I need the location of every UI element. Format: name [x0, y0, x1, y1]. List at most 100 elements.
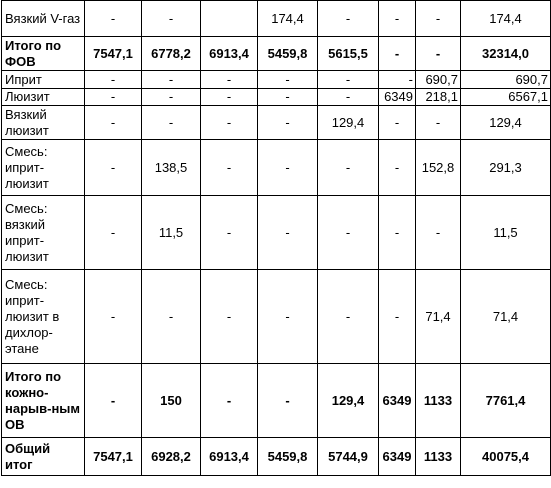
value-cell: - — [378, 36, 416, 71]
value-cell: 71,4 — [460, 269, 551, 364]
value-cell: - — [200, 195, 258, 270]
value-cell: - — [257, 88, 318, 106]
chemical-agents-table: Вязкий V-газ - -174,4- - -174,4 Итого по ФОВ 7… — [1, 0, 551, 476]
row-name-cell: Смесь: иприт-люизит — [1, 139, 85, 196]
value-cell: - — [415, 36, 461, 71]
value-cell: - — [84, 70, 142, 89]
value-cell: - — [378, 139, 416, 196]
value-cell: - — [317, 70, 379, 89]
value-cell: - — [200, 269, 258, 364]
value-cell: - — [257, 70, 318, 89]
value-cell: - — [378, 269, 416, 364]
value-cell: 690,7 — [460, 70, 551, 89]
value-cell: 129,4 — [317, 363, 379, 438]
value-cell: - — [84, 88, 142, 106]
value-cell: - — [317, 139, 379, 196]
value-cell: 7761,4 — [460, 363, 551, 438]
value-cell: - — [257, 195, 318, 270]
value-cell: 6778,2 — [141, 36, 201, 71]
table-row: Вязкий люизит - - - -129,4- -129,4 — [1, 105, 551, 140]
value-cell: - — [141, 105, 201, 140]
value-cell: - — [378, 70, 416, 89]
value-cell: - — [200, 88, 258, 106]
table-row: Смесь: иприт-люизит в дихлор-этане - - - - - -… — [1, 269, 551, 364]
row-name-cell: Люизит — [1, 88, 85, 106]
value-cell: - — [378, 105, 416, 140]
table-row: Смесь: иприт-люизит -138,5- - - -152,8 291,3 — [1, 139, 551, 196]
value-cell: 690,7 — [415, 70, 461, 89]
value-cell: - — [200, 105, 258, 140]
table-row: Итого по кожно-нарыв-ным ОВ -150- -129,4 63… — [1, 363, 551, 438]
value-cell: - — [257, 363, 318, 438]
value-cell: - — [317, 0, 379, 37]
value-cell: 129,4 — [317, 105, 379, 140]
value-cell: 218,1 — [415, 88, 461, 106]
value-cell: - — [317, 269, 379, 364]
row-name-cell: Смесь: вязкий иприт-люизит — [1, 195, 85, 270]
value-cell: - — [84, 105, 142, 140]
value-cell: 150 — [141, 363, 201, 438]
value-cell: - — [141, 88, 201, 106]
value-cell: - — [200, 363, 258, 438]
row-name-cell: Вязкий V-газ — [1, 0, 85, 37]
value-cell: - — [257, 105, 318, 140]
value-cell: - — [84, 0, 142, 37]
value-cell: - — [378, 195, 416, 270]
table-row: Смесь: вязкий иприт-люизит -11,5- - - - -11,5 — [1, 195, 551, 270]
value-cell: 129,4 — [460, 105, 551, 140]
value-cell: - — [84, 195, 142, 270]
value-cell: 5459,8 — [257, 36, 318, 71]
table-row: Иприт - - - - - -690,7 690,7 — [1, 70, 551, 89]
value-cell: - — [141, 70, 201, 89]
value-cell: - — [84, 363, 142, 438]
value-cell: 6349 — [378, 88, 416, 106]
table-row: Итого по ФОВ 7547,1 6778,2 6913,4 5459,8 5615… — [1, 36, 551, 71]
value-cell: - — [200, 70, 258, 89]
value-cell: - — [415, 105, 461, 140]
value-cell: 7547,1 — [84, 437, 142, 476]
value-cell: 7547,1 — [84, 36, 142, 71]
value-cell: 5459,8 — [257, 437, 318, 476]
table-row: Вязкий V-газ - -174,4- - -174,4 — [1, 0, 551, 37]
row-name-cell: Итого по кожно-нарыв-ным ОВ — [1, 363, 85, 438]
row-name-cell: Общий итог — [1, 437, 85, 476]
row-name-cell: Смесь: иприт-люизит в дихлор-этане — [1, 269, 85, 364]
value-cell: 6349 — [378, 363, 416, 438]
value-cell: 6913,4 — [200, 437, 258, 476]
value-cell: - — [84, 139, 142, 196]
value-cell: - — [200, 139, 258, 196]
value-cell: 5744,9 — [317, 437, 379, 476]
value-cell: - — [257, 269, 318, 364]
row-name-cell: Вязкий люизит — [1, 105, 85, 140]
value-cell: 32314,0 — [460, 36, 551, 71]
value-cell: - — [141, 0, 201, 37]
value-cell: - — [415, 0, 461, 37]
value-cell: 6567,1 — [460, 88, 551, 106]
value-cell: 11,5 — [460, 195, 551, 270]
value-cell: - — [317, 195, 379, 270]
table-row: Общий итог 7547,1 6928,2 6913,4 5459,8 5744,9… — [1, 437, 551, 476]
value-cell: - — [84, 269, 142, 364]
value-cell: - — [415, 195, 461, 270]
value-cell: 174,4 — [257, 0, 318, 37]
value-cell: 6349 — [378, 437, 416, 476]
table-body: Вязкий V-газ - -174,4- - -174,4 Итого по ФОВ 7… — [1, 0, 551, 476]
value-cell: 11,5 — [141, 195, 201, 270]
value-cell: 1133 — [415, 363, 461, 438]
value-cell: 40075,4 — [460, 437, 551, 476]
value-cell: 138,5 — [141, 139, 201, 196]
value-cell: 1133 — [415, 437, 461, 476]
value-cell: 291,3 — [460, 139, 551, 196]
row-name-cell: Иприт — [1, 70, 85, 89]
value-cell: 6913,4 — [200, 36, 258, 71]
value-cell: - — [141, 269, 201, 364]
table-row: Люизит - - - - -6349 218,1 6567,1 — [1, 88, 551, 106]
value-cell: 152,8 — [415, 139, 461, 196]
value-cell: - — [257, 139, 318, 196]
row-name-cell: Итого по ФОВ — [1, 36, 85, 71]
value-cell: 71,4 — [415, 269, 461, 364]
value-cell: 174,4 — [460, 0, 551, 37]
value-cell: 5615,5 — [317, 36, 379, 71]
value-cell — [200, 0, 258, 37]
value-cell: 6928,2 — [141, 437, 201, 476]
